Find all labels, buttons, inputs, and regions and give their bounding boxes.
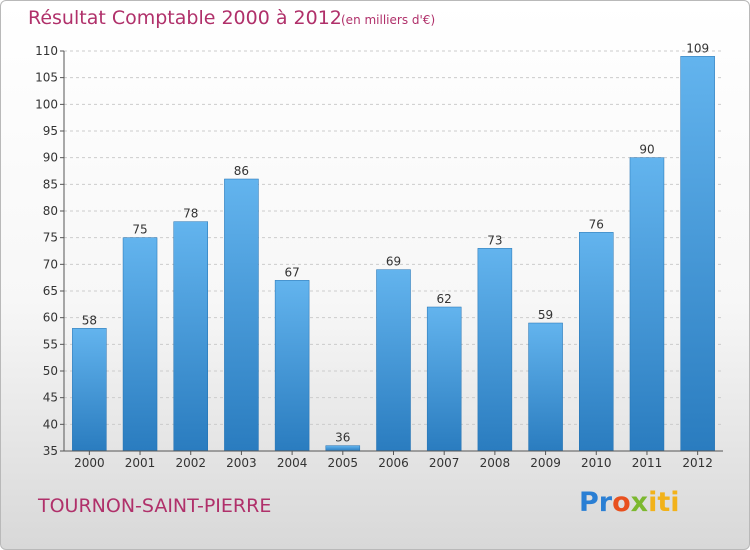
logo-part: o — [612, 487, 631, 518]
x-tick-label: 2003 — [226, 456, 257, 470]
bars: 58 75 78 86 67 36 69 62 73 59 76 90 109 — [72, 41, 715, 452]
y-tick-label: 95 — [43, 124, 58, 138]
place-name: TOURNON-SAINT-PIERRE — [38, 495, 272, 517]
y-tick-label: 35 — [43, 444, 58, 458]
data-label: 73 — [487, 233, 502, 247]
y-tick-label: 40 — [43, 417, 58, 431]
y-tick-label: 75 — [43, 231, 58, 245]
x-tick-label: 2012 — [682, 456, 713, 470]
bar[interactable] — [274, 280, 310, 452]
x-tick-label: 2002 — [175, 456, 206, 470]
bar[interactable] — [376, 269, 411, 452]
y-tick-label: 105 — [35, 71, 58, 85]
y-tick-label: 65 — [43, 284, 58, 298]
proxiti-logo[interactable]: Proxiti — [579, 487, 680, 518]
axes: 35 40 45 50 55 60 65 70 75 80 85 90 95 100 105 110 2000 2… — [35, 44, 723, 470]
data-label: 69 — [386, 255, 401, 269]
bar[interactable] — [72, 328, 107, 452]
y-tick-label: 60 — [43, 311, 58, 325]
logo-part: iti — [648, 487, 680, 518]
x-tick-label: 2006 — [378, 456, 409, 470]
data-label: 109 — [686, 41, 709, 55]
y-tick-label: 85 — [43, 177, 58, 191]
x-tick-label: 2011 — [632, 456, 663, 470]
y-tick-label: 100 — [35, 97, 58, 111]
bar[interactable] — [122, 237, 158, 452]
logo-part: x — [630, 487, 649, 518]
data-label: 78 — [183, 207, 198, 221]
bar[interactable] — [173, 221, 208, 452]
bar[interactable] — [680, 56, 715, 452]
y-tick-label: 45 — [43, 391, 58, 405]
x-tick-label: 2009 — [530, 456, 561, 470]
x-tick-label: 2007 — [429, 456, 460, 470]
x-tick-label: 2000 — [74, 456, 105, 470]
bar[interactable] — [528, 322, 563, 452]
x-tick-label: 2008 — [480, 456, 511, 470]
y-tick-label: 55 — [43, 337, 58, 351]
y-tick-label: 110 — [35, 44, 58, 58]
data-label: 58 — [82, 313, 97, 327]
y-tick-label: 70 — [43, 257, 58, 271]
data-label: 36 — [335, 431, 350, 445]
data-label: 67 — [284, 265, 299, 279]
chart-title: Résultat Comptable 2000 à 2012 — [28, 7, 342, 29]
x-tick-label: 2004 — [277, 456, 308, 470]
bar[interactable] — [629, 157, 665, 452]
bar[interactable] — [224, 178, 259, 452]
data-label: 59 — [538, 308, 553, 322]
y-tick-label: 50 — [43, 364, 58, 378]
data-label: 75 — [132, 223, 147, 237]
data-label: 76 — [589, 217, 604, 231]
bar[interactable] — [579, 232, 614, 452]
x-tick-label: 2005 — [328, 456, 359, 470]
y-tick-label: 90 — [43, 151, 58, 165]
bar[interactable] — [325, 445, 361, 452]
data-label: 62 — [437, 292, 452, 306]
x-tick-label: 2001 — [125, 456, 156, 470]
bar[interactable] — [426, 306, 462, 452]
bar[interactable] — [477, 248, 513, 452]
data-label: 86 — [234, 164, 249, 178]
data-label: 90 — [639, 143, 654, 157]
x-tick-label: 2010 — [581, 456, 612, 470]
unit-label: (en milliers d'€) — [341, 13, 436, 27]
logo-part: Pr — [579, 487, 613, 518]
y-tick-label: 80 — [43, 204, 58, 218]
